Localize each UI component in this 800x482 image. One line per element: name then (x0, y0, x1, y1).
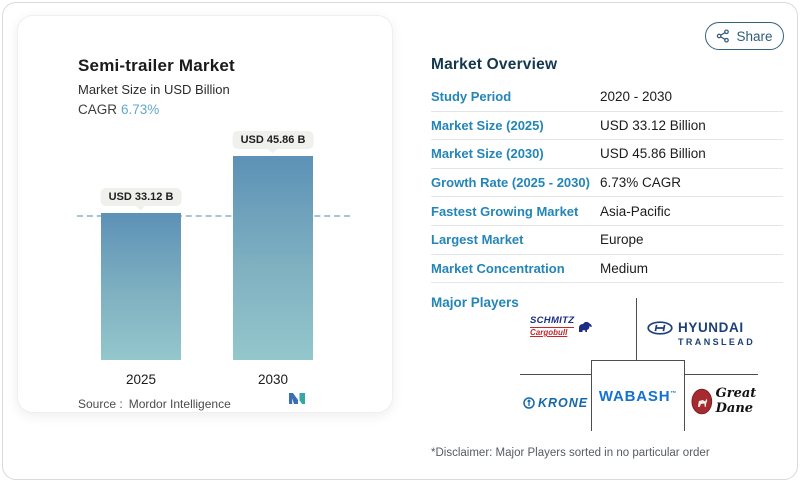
hyundai-translead-logo: HYUNDAI TRANSLEAD (647, 320, 755, 347)
share-button-label: Share (736, 28, 773, 44)
overview-row-fastest-growing-market: Fastest Growing Market Asia-Pacific (431, 197, 783, 226)
overview-table: Study Period 2020 - 2030 Market Size (20… (431, 83, 783, 284)
wabash-text: WABASH™ (598, 387, 678, 405)
translead-text: TRANSLEAD (678, 337, 756, 347)
bar-value-badge-2030: USD 45.86 B (232, 131, 314, 154)
krone-logo: KRONE (523, 396, 588, 410)
schmitz-wordmark: SCHMITZ Cargobull (530, 315, 575, 337)
x-axis-label-2030: 2030 (257, 372, 289, 387)
bar-2025 (101, 213, 181, 360)
row-value: 6.73% CAGR (600, 175, 682, 191)
major-players-label: Major Players (431, 295, 519, 310)
x-axis-label-2025: 2025 (125, 372, 157, 387)
source-line: Source : Mordor Intelligence (78, 397, 231, 411)
cagr-label: CAGR (78, 102, 118, 117)
mordor-intelligence-logo-icon (289, 393, 305, 404)
row-label: Study Period (431, 89, 512, 105)
bar-value-text: USD 33.12 B (108, 191, 174, 203)
bar-value-badge-2025: USD 33.12 B (100, 188, 182, 211)
row-value: USD 33.12 Billion (600, 117, 706, 133)
source-value: Mordor Intelligence (128, 397, 231, 411)
krone-circle-icon (523, 397, 535, 409)
hyundai-h-oval-icon (647, 320, 673, 335)
overview-row-study-period: Study Period 2020 - 2030 (431, 83, 783, 112)
row-value: 2020 - 2030 (600, 89, 673, 105)
overview-row-market-size-2030: Market Size (2030) USD 45.86 Billion (431, 140, 783, 169)
reference-dashed-line (77, 215, 350, 217)
row-label: Largest Market (431, 232, 524, 248)
overview-title: Market Overview (431, 56, 558, 73)
cagr-value: 6.73% (121, 102, 160, 117)
cargobull-text: Cargobull (530, 328, 568, 337)
bar-value-text: USD 45.86 B (240, 134, 306, 146)
chart-title: Semi-trailer Market (78, 56, 235, 75)
overview-row-market-size-2025: Market Size (2025) USD 33.12 Billion (431, 112, 783, 141)
share-nodes-icon (717, 29, 730, 43)
source-label: Source : (78, 397, 123, 411)
hyundai-text: HYUNDAI (678, 320, 744, 335)
overview-row-growth-rate: Growth Rate (2025 - 2030) 6.73% CAGR (431, 169, 783, 198)
schmitz-elephant-icon (579, 321, 593, 332)
row-label: Market Concentration (431, 260, 565, 276)
disclaimer-text: *Disclaimer: Major Players sorted in no … (431, 447, 710, 459)
players-connector-vertical (636, 298, 637, 360)
bar-2030 (233, 156, 313, 360)
share-button[interactable]: Share (705, 22, 784, 50)
players-connector-left (520, 374, 591, 375)
row-label: Fastest Growing Market (431, 203, 579, 219)
chart-card: Semi-trailer Market Market Size in USD B… (17, 15, 393, 413)
great-dane-oval-icon (691, 388, 713, 414)
wabash-logo-box: WABASH™ (591, 360, 685, 431)
row-label: Market Size (2030) (431, 146, 544, 162)
overview-row-largest-market: Largest Market Europe (431, 226, 783, 255)
row-label: Growth Rate (2025 - 2030) (431, 175, 590, 191)
row-value: USD 45.86 Billion (600, 146, 706, 162)
overview-row-market-concentration: Market Concentration Medium (431, 255, 783, 284)
great-dane-logo: Great Dane (691, 386, 797, 416)
row-value: Europe (600, 232, 644, 248)
row-label: Market Size (2025) (431, 117, 544, 133)
schmitz-text: SCHMITZ (530, 315, 575, 328)
chart-subtitle: Market Size in USD Billion (78, 82, 230, 97)
chart-cagr: CAGR 6.73% (78, 102, 159, 117)
row-value: Medium (600, 260, 649, 276)
krone-text: KRONE (538, 396, 589, 410)
schmitz-cargobull-logo: SCHMITZ Cargobull (530, 315, 593, 337)
great-dane-text: Great Dane (715, 386, 757, 416)
row-value: Asia-Pacific (600, 203, 671, 219)
players-connector-right (685, 374, 758, 375)
